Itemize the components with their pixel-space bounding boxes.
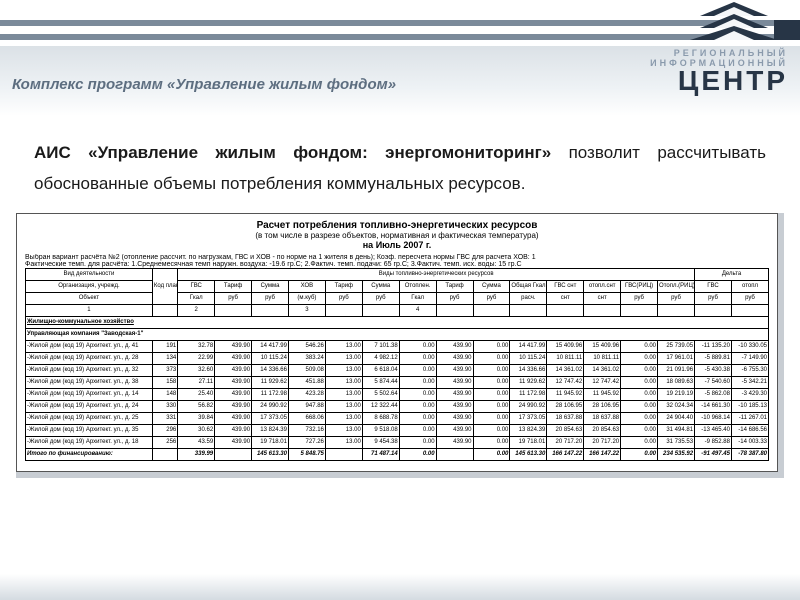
table-row: -Жилой дом (код 19) Архитект. ул., д. 18… <box>26 437 769 449</box>
table-row: -Жилой дом (код 19) Архитект. ул., д. 14… <box>26 389 769 401</box>
table-row: -Жилой дом (код 19) Архитект. ул., д. 41… <box>26 341 769 353</box>
table-total-row: Итого по финансированию:339.99145 613.30… <box>26 449 769 461</box>
logo-brand: ЦЕНТР <box>650 68 788 93</box>
footer-gradient <box>0 574 800 600</box>
header: Комплекс программ «Управление жилым фонд… <box>0 0 800 116</box>
table-row: -Жилой дом (код 19) Архитект. ул., д. 38… <box>26 377 769 389</box>
report-meta: Выбран вариант расчёта №2 (отопление рас… <box>25 254 769 261</box>
breadcrumb: Комплекс программ «Управление жилым фонд… <box>12 76 396 93</box>
logo-chevrons-icon <box>678 2 788 48</box>
table-row: -Жилой дом (код 19) Архитект. ул., д. 25… <box>26 413 769 425</box>
report-meta: Фактические темп. для расчёта: 1.Среднем… <box>25 261 769 268</box>
intro-bold: АИС «Управление жилым фондом: энергомони… <box>34 143 551 162</box>
table-row: -Жилой дом (код 19) Архитект. ул., д. 35… <box>26 425 769 437</box>
report-panel: Расчет потребления топливно-энергетическ… <box>16 213 778 472</box>
table-row: -Жилой дом (код 19) Архитект. ул., д. 32… <box>26 365 769 377</box>
report-date: на Июль 2007 г. <box>25 240 769 250</box>
logo: РЕГИОНАЛЬНЫЙИНФОРМАЦИОННЫЙ ЦЕНТР <box>650 2 788 93</box>
report-subtitle: (в том числе в разрезе объектов, нормати… <box>25 231 769 240</box>
table-row: -Жилой дом (код 19) Архитект. ул., д. 28… <box>26 353 769 365</box>
report-title: Расчет потребления топливно-энергетическ… <box>25 220 769 231</box>
report-table: Вид деятельностиКод планаВиды топливно-э… <box>25 268 769 461</box>
intro-paragraph: АИС «Управление жилым фондом: энергомони… <box>0 116 800 213</box>
report-panel-shadow: Расчет потребления топливно-энергетическ… <box>16 213 784 478</box>
table-row: -Жилой дом (код 19) Архитект. ул., д. 24… <box>26 401 769 413</box>
